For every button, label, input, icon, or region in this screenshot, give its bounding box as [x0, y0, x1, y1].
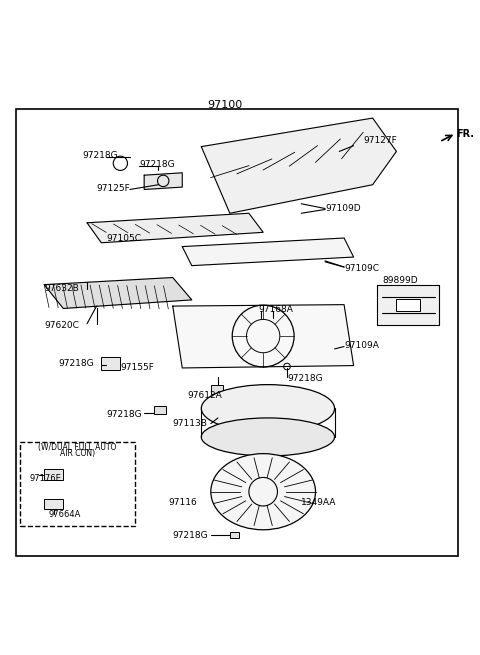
- Bar: [396, 299, 420, 311]
- Text: 97109A: 97109A: [344, 341, 379, 350]
- Text: 97168A: 97168A: [258, 305, 293, 314]
- Text: 97218G: 97218G: [287, 374, 323, 383]
- Text: 97612A: 97612A: [187, 390, 222, 400]
- Text: 97632B: 97632B: [44, 284, 79, 293]
- Text: 97109D: 97109D: [325, 204, 360, 213]
- Bar: [154, 405, 166, 414]
- Text: 97109C: 97109C: [344, 264, 379, 273]
- Text: 97218G: 97218G: [139, 160, 175, 169]
- Text: (W/DUAL FULL AUTO: (W/DUAL FULL AUTO: [38, 443, 117, 452]
- Bar: [44, 499, 63, 510]
- Text: 97218G: 97218G: [106, 409, 142, 419]
- Text: 97664A: 97664A: [49, 510, 82, 519]
- Text: 1349AA: 1349AA: [301, 498, 336, 507]
- Text: 97105C: 97105C: [106, 234, 141, 244]
- Polygon shape: [44, 278, 192, 309]
- Polygon shape: [182, 238, 354, 266]
- Polygon shape: [201, 118, 396, 214]
- Text: AIR CON): AIR CON): [60, 449, 95, 458]
- Text: 97218G: 97218G: [59, 359, 94, 367]
- FancyBboxPatch shape: [21, 441, 135, 527]
- Bar: [211, 384, 223, 394]
- Polygon shape: [87, 214, 263, 243]
- Text: 97176E: 97176E: [30, 474, 62, 483]
- Text: 97100: 97100: [207, 100, 243, 110]
- Text: 89899D: 89899D: [382, 276, 418, 286]
- Text: 97113B: 97113B: [173, 419, 208, 428]
- Ellipse shape: [201, 384, 335, 432]
- Ellipse shape: [201, 418, 335, 456]
- Polygon shape: [144, 173, 182, 189]
- Polygon shape: [377, 285, 439, 325]
- Bar: [101, 357, 120, 370]
- Bar: [44, 470, 63, 480]
- Text: 97218G: 97218G: [173, 531, 208, 540]
- Text: FR.: FR.: [456, 129, 474, 140]
- Text: 97620C: 97620C: [44, 320, 79, 329]
- Ellipse shape: [211, 454, 315, 530]
- Text: 97125F: 97125F: [96, 184, 131, 193]
- Text: 97155F: 97155F: [120, 364, 154, 373]
- Bar: [230, 532, 240, 538]
- Text: 97127F: 97127F: [363, 136, 397, 145]
- Polygon shape: [173, 305, 354, 368]
- FancyBboxPatch shape: [16, 109, 458, 556]
- Text: 97116: 97116: [168, 498, 197, 507]
- Text: 97218G: 97218G: [82, 151, 118, 160]
- Circle shape: [257, 317, 264, 324]
